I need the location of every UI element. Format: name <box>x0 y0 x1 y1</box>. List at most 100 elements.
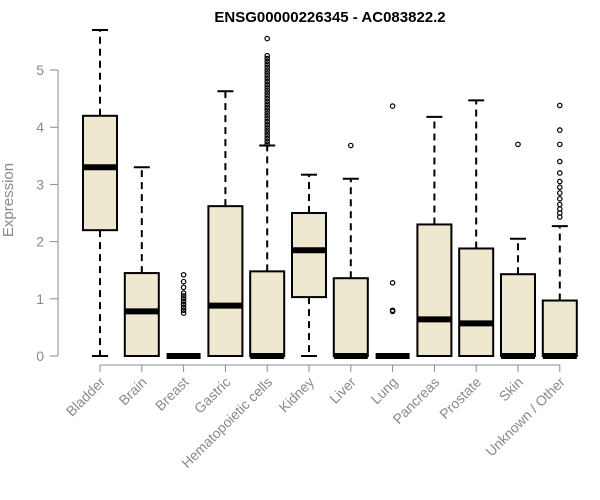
outlier-point <box>556 158 563 165</box>
outlier-point <box>264 130 271 136</box>
outlier-point <box>556 190 563 196</box>
box-pancreas <box>416 115 453 357</box>
outlier-point <box>180 296 187 302</box>
box-body <box>207 205 244 357</box>
outlier-point <box>180 271 187 278</box>
x-tick-label: Kidney <box>276 374 318 416</box>
outlier-point <box>556 141 563 148</box>
outlier-point <box>264 124 271 131</box>
box-body <box>416 223 453 357</box>
box-body <box>291 212 327 299</box>
outlier-point <box>264 90 271 96</box>
outlier-point <box>264 35 271 42</box>
box-gastric <box>207 90 244 357</box>
outlier-point <box>264 67 271 73</box>
y-axis-label: Expression <box>0 163 17 237</box>
outlier-point <box>264 78 271 85</box>
outlier-point <box>264 52 271 59</box>
outlier-point <box>264 87 271 93</box>
box-unknown-other <box>541 102 578 359</box>
box-breast <box>166 271 201 359</box>
y-axis: 0 1 2 3 4 5 <box>36 62 59 364</box>
x-tick-label: Lung <box>367 374 400 407</box>
outlier-point <box>389 103 396 109</box>
outlier-point <box>264 75 271 82</box>
outlier-point <box>264 61 271 68</box>
outlier-point <box>264 133 271 139</box>
outlier-point <box>264 138 271 145</box>
x-tick-label: Breast <box>152 374 192 414</box>
outlier-point <box>180 301 187 308</box>
outlier-point <box>264 101 271 108</box>
chart-title: ENSG00000226345 - AC083822.2 <box>214 9 445 26</box>
box-liver <box>332 142 369 359</box>
outlier-point <box>556 201 563 208</box>
box-bladder <box>82 29 118 357</box>
outlier-point <box>515 141 521 148</box>
box-body <box>123 272 160 358</box>
outlier-point <box>180 290 187 296</box>
x-tick-label: Skin <box>496 374 527 405</box>
box-body <box>82 114 118 232</box>
outlier-point <box>264 95 271 102</box>
box-body <box>458 247 495 357</box>
x-tick-label: Unknown / Other <box>482 374 568 460</box>
outlier-point <box>264 92 271 99</box>
box-hematopoietic-cells <box>249 35 286 359</box>
box-brain <box>123 166 160 358</box>
box-kidney <box>291 173 327 357</box>
outlier-point <box>180 310 187 316</box>
outlier-point <box>180 293 187 299</box>
outlier-point <box>389 279 396 286</box>
outlier-point <box>556 178 563 185</box>
box-body <box>332 277 369 357</box>
box-body <box>500 273 536 357</box>
outlier-point <box>180 278 187 285</box>
outlier-point <box>264 104 271 111</box>
box-skin <box>500 141 536 359</box>
outlier-point <box>264 55 271 62</box>
y-tick-label: 0 <box>36 348 44 364</box>
x-tick-label: Prostate <box>436 374 484 422</box>
y-tick-label: 3 <box>36 176 44 192</box>
outlier-point <box>556 170 563 176</box>
outlier-point <box>264 98 271 105</box>
outlier-point <box>264 72 271 79</box>
outlier-point <box>264 127 271 133</box>
outlier-point <box>264 141 271 148</box>
outlier-point <box>180 304 187 311</box>
outlier-point <box>264 58 271 65</box>
outlier-point <box>264 118 271 125</box>
box-body <box>249 270 286 358</box>
outlier-point <box>264 81 271 88</box>
x-tick-label: Brain <box>115 374 149 408</box>
outlier-point <box>389 307 396 314</box>
outlier-point <box>264 112 271 119</box>
y-tick-label: 1 <box>36 291 44 307</box>
box-body <box>541 299 578 357</box>
outlier-point <box>180 298 187 305</box>
box-prostate <box>458 99 495 357</box>
outlier-point <box>264 64 271 70</box>
outlier-point <box>180 307 187 314</box>
y-tick-label: 2 <box>36 234 44 250</box>
boxes-layer <box>82 29 578 359</box>
outlier-point <box>556 102 563 109</box>
x-tick-label: Bladder <box>63 374 109 420</box>
x-tick-label: Liver <box>326 374 359 407</box>
y-tick-label: 5 <box>36 62 44 78</box>
outlier-point <box>180 284 187 291</box>
outlier-point <box>264 70 271 76</box>
outlier-point <box>264 107 271 113</box>
outlier-point <box>264 110 271 116</box>
outlier-point <box>264 121 271 128</box>
outlier-point <box>264 135 271 142</box>
outlier-point <box>556 195 563 202</box>
y-tick-label: 4 <box>36 119 44 135</box>
outlier-point <box>556 184 563 191</box>
box-lung <box>375 103 410 359</box>
outlier-point <box>264 84 271 90</box>
outlier-point <box>264 115 271 122</box>
